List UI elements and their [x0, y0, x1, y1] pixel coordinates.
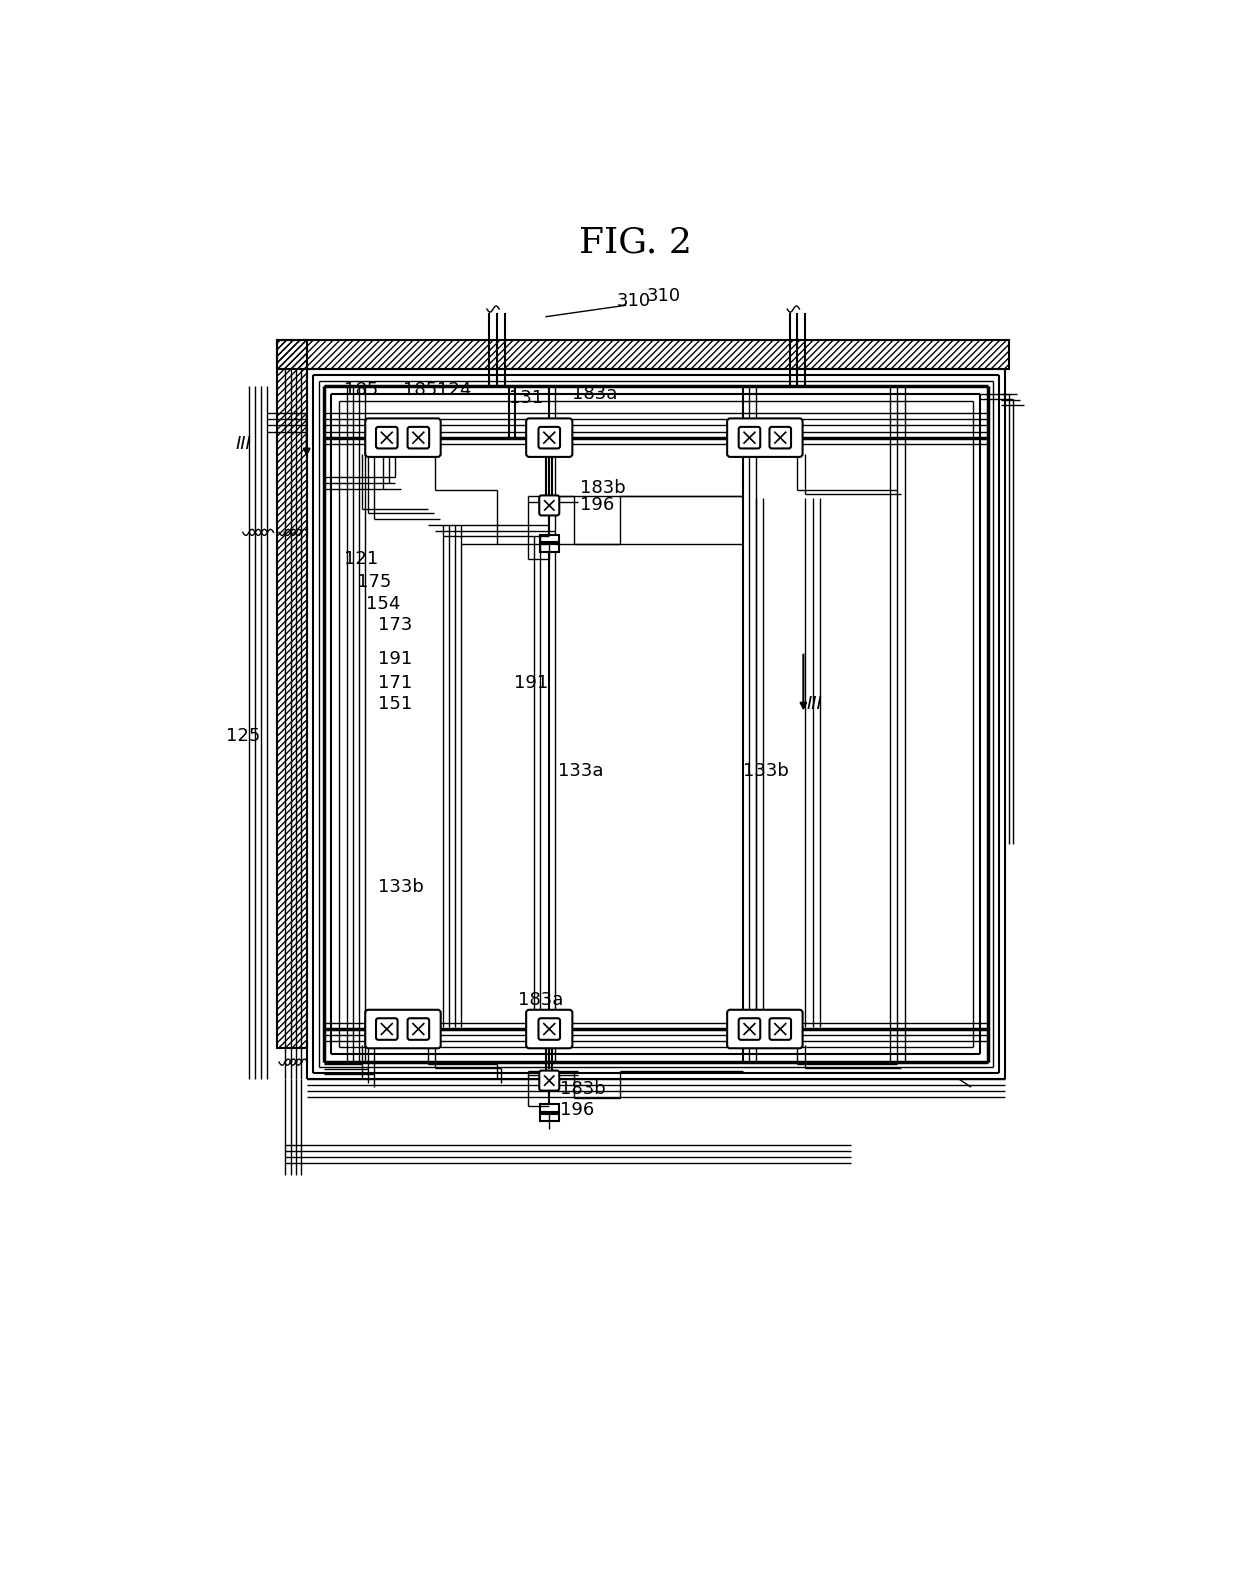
FancyBboxPatch shape: [408, 1018, 429, 1040]
Text: 183a: 183a: [573, 384, 618, 403]
FancyBboxPatch shape: [770, 1018, 791, 1040]
Text: 133b: 133b: [377, 877, 423, 895]
Text: 196: 196: [580, 496, 614, 514]
Text: 183a: 183a: [518, 991, 564, 1009]
FancyBboxPatch shape: [539, 495, 559, 515]
FancyBboxPatch shape: [366, 419, 440, 457]
Text: 173: 173: [377, 615, 412, 634]
Text: III: III: [236, 435, 250, 452]
Text: III: III: [806, 696, 822, 713]
FancyBboxPatch shape: [526, 419, 573, 457]
FancyBboxPatch shape: [739, 1018, 760, 1040]
Bar: [541, 1105, 558, 1111]
Text: 124: 124: [436, 381, 471, 398]
Text: 175: 175: [357, 574, 391, 591]
Text: 196: 196: [560, 1100, 594, 1119]
Bar: [278, 340, 306, 1048]
Text: 191: 191: [377, 650, 412, 669]
Text: 131: 131: [510, 389, 543, 406]
FancyBboxPatch shape: [376, 427, 398, 449]
FancyBboxPatch shape: [770, 427, 791, 449]
Text: 121: 121: [345, 550, 378, 568]
FancyBboxPatch shape: [727, 419, 802, 457]
FancyBboxPatch shape: [539, 1070, 559, 1091]
Text: 185: 185: [403, 381, 438, 398]
Text: 310: 310: [647, 288, 681, 305]
Text: 151: 151: [377, 696, 412, 713]
Text: 183b: 183b: [560, 1080, 606, 1099]
Bar: [541, 544, 558, 552]
FancyBboxPatch shape: [408, 427, 429, 449]
Text: 191: 191: [513, 674, 548, 691]
FancyBboxPatch shape: [366, 1010, 440, 1048]
FancyBboxPatch shape: [538, 427, 560, 449]
FancyBboxPatch shape: [739, 427, 760, 449]
Text: 133a: 133a: [558, 762, 604, 779]
Text: 185: 185: [345, 381, 378, 398]
Bar: [541, 1113, 558, 1121]
Text: 183b: 183b: [580, 479, 626, 498]
Text: FIG. 2: FIG. 2: [579, 225, 692, 259]
Text: 133b: 133b: [743, 762, 789, 779]
Text: 154: 154: [366, 594, 401, 613]
FancyBboxPatch shape: [376, 1018, 398, 1040]
FancyBboxPatch shape: [727, 1010, 802, 1048]
Text: 125: 125: [226, 727, 260, 745]
FancyBboxPatch shape: [526, 1010, 573, 1048]
Text: 171: 171: [377, 674, 412, 691]
Bar: [278, 340, 1009, 368]
Bar: [541, 534, 558, 542]
Text: 310: 310: [616, 292, 651, 310]
FancyBboxPatch shape: [538, 1018, 560, 1040]
